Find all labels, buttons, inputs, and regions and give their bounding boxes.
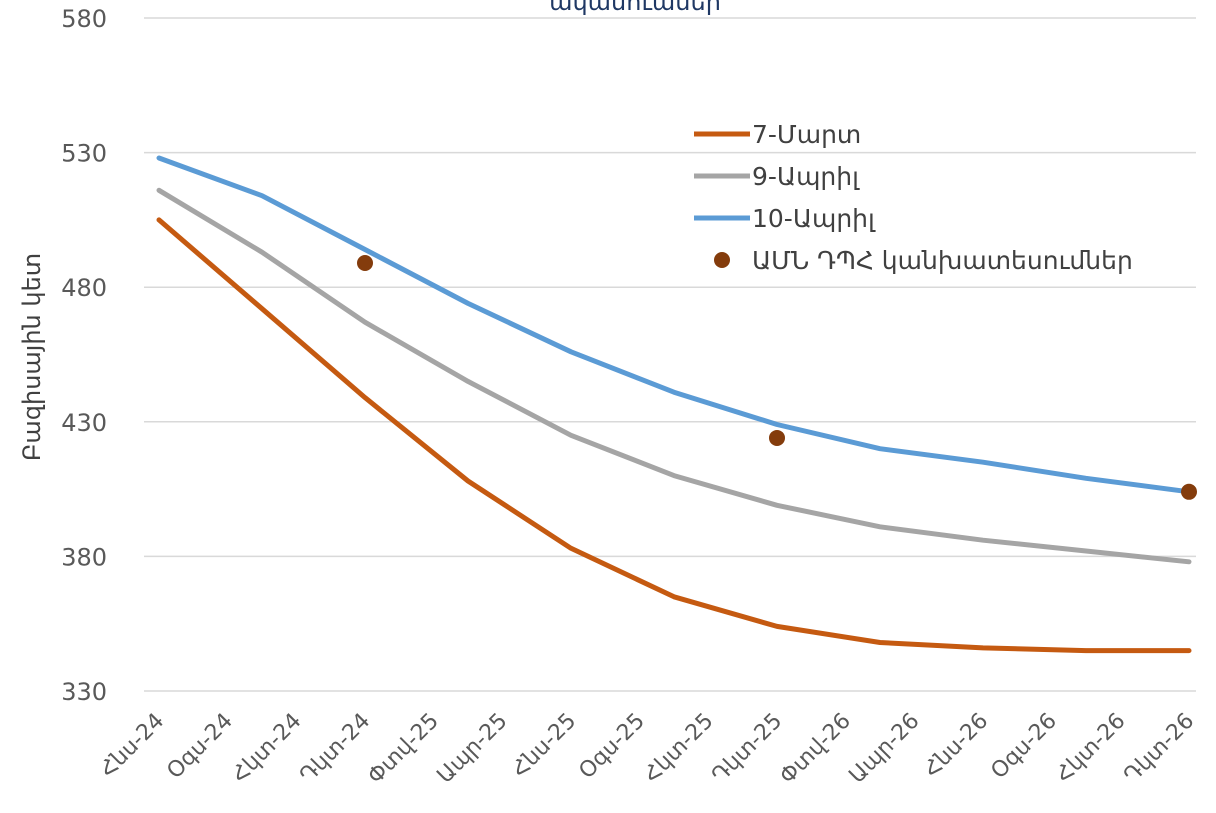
x-tick-label: Ապր-25 xyxy=(433,709,513,789)
grid xyxy=(144,17,1196,692)
x-tick-label: Հկտ-24 xyxy=(227,709,306,788)
x-tick-label: Հնս-26 xyxy=(919,709,993,783)
x-tick-label: Օգս-26 xyxy=(986,709,1061,784)
y-axis-ticks: 330 380 430 480 530 580 xyxy=(61,5,107,706)
x-tick-label: Հնս-25 xyxy=(507,709,581,783)
x-tick-label: Հկտ-26 xyxy=(1051,709,1130,788)
y-tick-label: 580 xyxy=(61,5,107,33)
chart-title: ակամուամեր xyxy=(549,0,721,16)
scatter-point xyxy=(1181,483,1197,500)
legend: 7-Մարտ 9-Ապրիլ 10-Ապրիլ ԱՄՆ ԴՊՀ կանխատեսում… xyxy=(694,120,1133,275)
legend-swatch-marker xyxy=(714,252,730,268)
x-tick-label: Դկտ-25 xyxy=(707,709,787,789)
scatter-point xyxy=(357,254,373,271)
series-lines xyxy=(156,155,1192,654)
x-axis-ticks: Հնս-24Օգս-24Հկտ-24Դկտ-24Փտվ-25Ապր-25Հնս-… xyxy=(95,709,1199,790)
x-tick-label: Դկտ-26 xyxy=(1119,709,1199,789)
x-tick-label: Դկտ-24 xyxy=(295,709,375,789)
y-tick-label: 480 xyxy=(61,274,107,302)
x-tick-label: Ապր-26 xyxy=(845,709,925,789)
scatter-points xyxy=(357,254,1197,500)
y-tick-label: 430 xyxy=(61,409,107,437)
x-tick-label: Հկտ-25 xyxy=(639,709,718,788)
x-tick-label: Փտվ-26 xyxy=(775,709,856,790)
series-line xyxy=(156,187,1192,565)
x-tick-label: Օգս-25 xyxy=(574,709,649,784)
x-tick-label: Փտվ-25 xyxy=(363,709,444,790)
x-tick-label: Օգս-24 xyxy=(162,709,237,784)
legend-label: ԱՄՆ ԴՊՀ կանխատեսումներ xyxy=(752,246,1133,275)
x-tick-label: Հնս-24 xyxy=(95,709,169,783)
y-axis-label: Բազիսային կետ xyxy=(18,253,46,461)
legend-label: 10-Ապրիլ xyxy=(752,204,876,233)
legend-label: 7-Մարտ xyxy=(752,120,861,149)
y-tick-label: 530 xyxy=(61,140,107,168)
series-line xyxy=(156,217,1192,654)
scatter-point xyxy=(769,429,785,446)
series-line xyxy=(156,155,1192,495)
y-tick-label: 330 xyxy=(61,678,107,706)
y-tick-label: 380 xyxy=(61,543,107,571)
legend-label: 9-Ապրիլ xyxy=(752,162,860,191)
